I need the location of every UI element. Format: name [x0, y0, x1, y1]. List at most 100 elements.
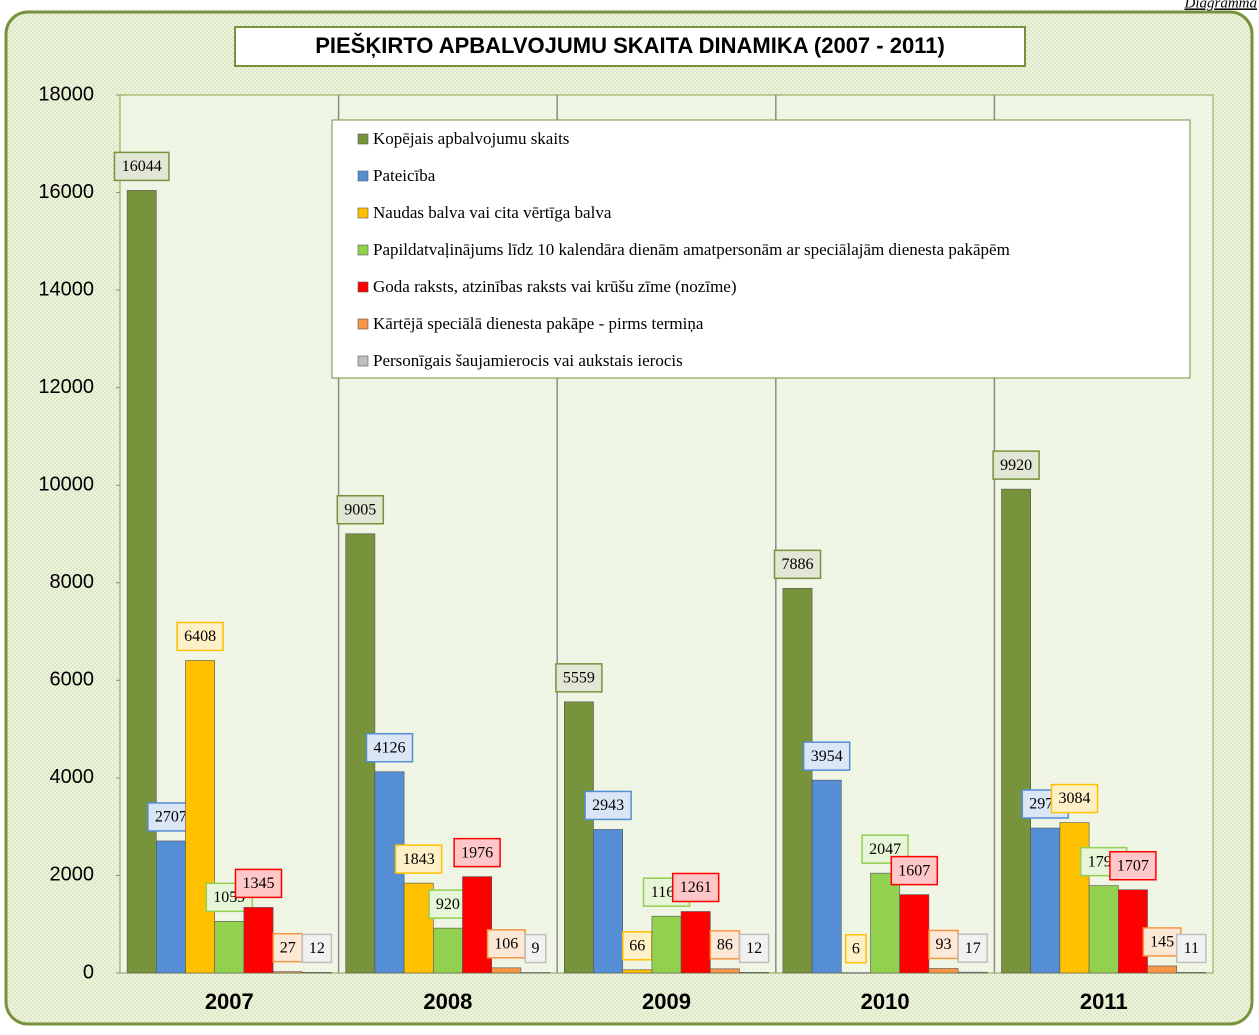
data-label-box — [802, 741, 851, 771]
bar — [563, 701, 594, 974]
bar — [957, 971, 988, 974]
data-label-box — [453, 837, 501, 868]
data-label-tint — [891, 856, 938, 885]
bar — [185, 660, 216, 974]
data-label: 3954 — [811, 748, 843, 765]
data-label-tint — [1051, 784, 1098, 813]
data-label-box — [336, 495, 385, 525]
data-label: 17 — [965, 940, 981, 957]
y-tick-label: 16000 — [38, 181, 94, 203]
legend-label: Naudas balva vai cita vērtīga balva — [373, 203, 612, 222]
data-label: 9 — [532, 940, 540, 957]
bar — [1147, 965, 1178, 974]
data-label-box — [1050, 783, 1099, 814]
data-label: 3084 — [1059, 790, 1091, 807]
x-tick-label: 2008 — [423, 989, 472, 1014]
data-label: 6408 — [184, 628, 216, 645]
data-label-box — [234, 868, 283, 899]
data-label: 12 — [746, 940, 762, 957]
data-label-box — [1176, 933, 1207, 964]
data-label-tint — [555, 663, 602, 692]
x-tick-label: 2009 — [642, 989, 691, 1014]
data-label-box — [113, 151, 170, 182]
bar — [870, 872, 901, 974]
data-label-tint — [958, 934, 988, 963]
data-label-tint — [366, 733, 413, 762]
data-label-tint — [114, 152, 169, 181]
bar — [1088, 885, 1119, 974]
data-label-tint — [1109, 851, 1156, 880]
x-tick-label: 2007 — [205, 989, 254, 1014]
data-label: 1707 — [1117, 857, 1149, 874]
data-label: 1843 — [403, 851, 435, 868]
bar — [301, 972, 332, 974]
chart-title: PIEŠĶIRTO APBALVOJUMU SKAITA DINAMIKA (2… — [315, 33, 945, 58]
data-label-box — [486, 929, 526, 959]
legend-label: Pateicība — [373, 166, 436, 185]
data-label: 93 — [936, 936, 952, 953]
data-label-box — [584, 790, 632, 821]
data-label-tint — [845, 934, 867, 963]
data-label: 6 — [852, 940, 860, 957]
legend-label: Goda raksts, atzinības raksts vai krūšu … — [373, 277, 737, 296]
data-label-box — [394, 844, 443, 874]
title-box — [234, 26, 1026, 67]
y-tick-label: 6000 — [50, 669, 95, 691]
data-label: 1976 — [461, 844, 493, 861]
bar — [782, 588, 813, 974]
bar — [651, 915, 682, 974]
data-label-tint — [585, 791, 632, 820]
data-label-tint — [302, 934, 332, 963]
data-label-tint — [993, 451, 1040, 480]
data-label: 5559 — [563, 670, 595, 687]
data-label: 27 — [280, 939, 296, 956]
data-label-tint — [774, 550, 821, 579]
data-label-box — [524, 933, 547, 964]
data-label: 9920 — [1000, 457, 1032, 474]
data-label: 9005 — [344, 501, 376, 518]
data-label-tint — [739, 934, 769, 963]
bar — [1176, 972, 1207, 974]
bar — [593, 829, 624, 974]
y-tick-label: 10000 — [38, 474, 94, 496]
data-label-tint — [803, 742, 850, 771]
bar — [126, 190, 157, 974]
data-label: 2943 — [592, 797, 624, 814]
data-label-box — [992, 450, 1040, 480]
legend-label: Personīgais šaujamierocis vai aukstais i… — [373, 351, 683, 370]
data-label-tint — [1176, 934, 1206, 963]
data-label: 16044 — [122, 158, 162, 175]
data-label: 11 — [1184, 940, 1199, 957]
data-label: 106 — [494, 936, 518, 953]
data-label-tint — [177, 622, 224, 651]
legend-box — [331, 119, 1191, 379]
y-tick-label: 0 — [83, 961, 94, 983]
data-label-tint — [337, 495, 384, 524]
bar — [739, 972, 770, 974]
bar — [840, 972, 871, 974]
bar — [243, 907, 274, 974]
y-tick-label: 4000 — [50, 766, 95, 788]
bar — [899, 894, 930, 974]
bar — [1001, 488, 1032, 974]
legend-label: Kopējais apbalvojumu skaits — [373, 129, 569, 148]
data-label-box — [622, 931, 653, 961]
data-label-box — [738, 933, 770, 964]
data-label-tint — [1143, 927, 1181, 956]
data-label-tint — [622, 931, 652, 960]
data-label-box — [890, 855, 939, 886]
data-label-box — [365, 732, 414, 763]
data-label: 7886 — [782, 556, 814, 573]
data-label-tint — [525, 934, 546, 963]
data-label-box — [1142, 927, 1182, 957]
legend-swatch — [357, 207, 369, 219]
data-label: 920 — [436, 896, 460, 913]
y-tick-label: 8000 — [50, 571, 95, 593]
bar — [156, 840, 186, 974]
bar — [811, 779, 842, 974]
bar — [1059, 822, 1090, 974]
legend-swatch — [357, 318, 369, 330]
bar — [622, 969, 653, 974]
